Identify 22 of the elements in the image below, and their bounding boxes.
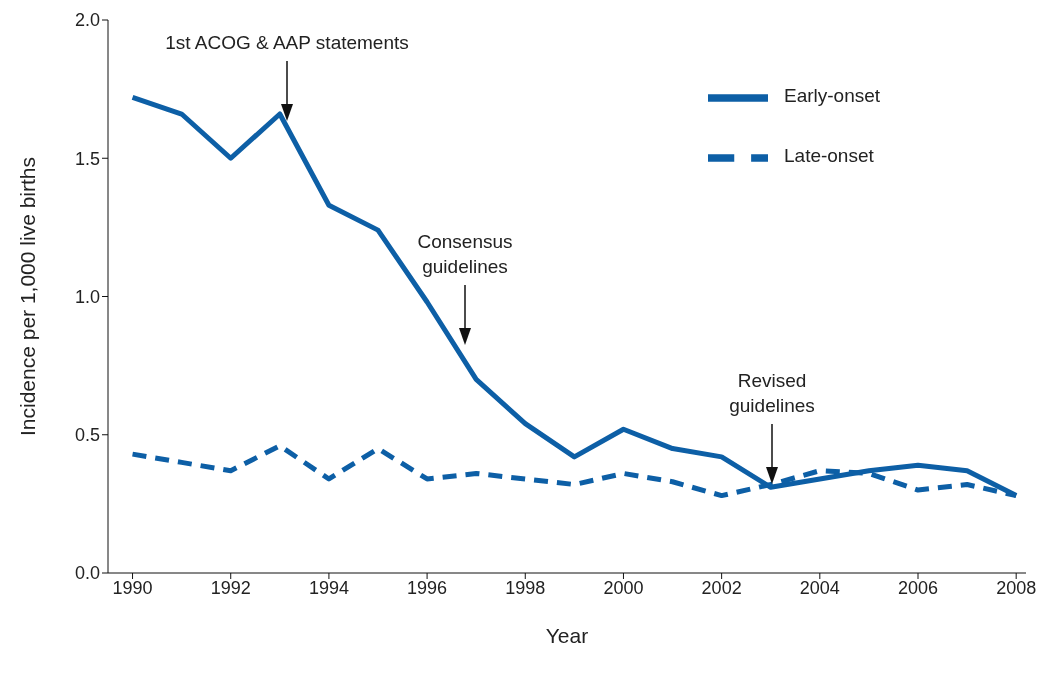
x-tick-label: 2002 — [701, 577, 742, 598]
y-tick-label: 0.5 — [74, 425, 100, 446]
y-axis-title: Incidence per 1,000 live births — [16, 157, 40, 436]
x-tick-label: 1994 — [308, 577, 349, 598]
x-tick-label: 1990 — [112, 577, 153, 598]
annotation: 1st ACOG & AAP statements — [165, 32, 409, 53]
annotation: Revised guidelines — [729, 370, 815, 416]
legend-label: Late-onset — [784, 145, 874, 167]
x-tick-label: 2000 — [603, 577, 644, 598]
x-tick-label: 1992 — [210, 577, 251, 598]
y-tick-label: 2.0 — [74, 10, 100, 31]
legend-label: Early-onset — [784, 85, 881, 107]
x-tick-label: 2008 — [996, 577, 1037, 598]
y-tick-label: 0.0 — [74, 563, 100, 584]
x-tick-label: 2006 — [897, 577, 939, 598]
x-tick-label: 1998 — [505, 577, 546, 598]
x-axis-title: Year — [545, 624, 589, 647]
annotation: Consensus guidelines — [417, 231, 513, 277]
x-tick-label: 1996 — [407, 577, 448, 598]
x-tick-label: 2004 — [799, 577, 840, 598]
y-tick-label: 1.0 — [74, 286, 100, 307]
y-tick-label: 1.5 — [74, 148, 100, 169]
